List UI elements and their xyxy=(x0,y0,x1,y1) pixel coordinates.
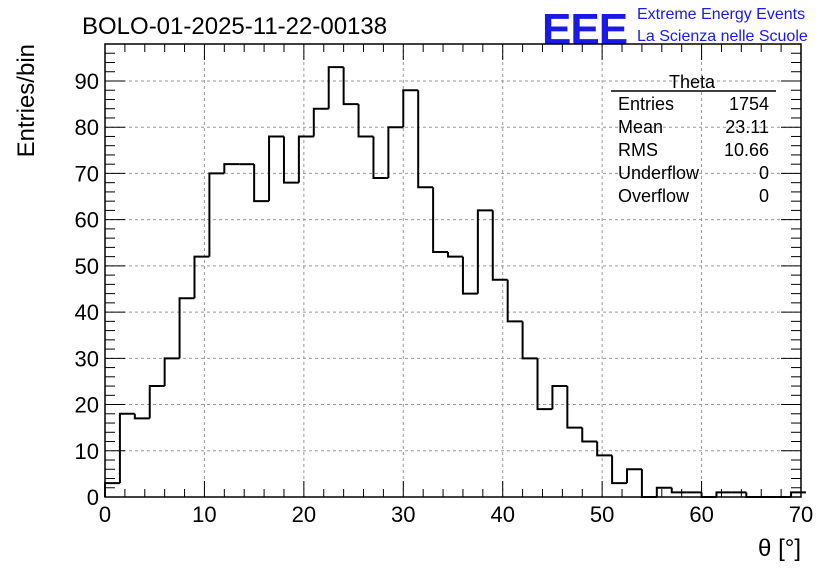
plot-frame xyxy=(104,43,802,498)
y-tick-labels: 0 10 20 30 40 50 60 70 80 90 xyxy=(75,69,99,510)
histogram-bin-11 xyxy=(268,135,284,202)
histogram-bin-7 xyxy=(208,172,225,257)
histogram-bin-18 xyxy=(372,136,389,180)
grid xyxy=(105,44,801,497)
x-tick-label-70: 70 xyxy=(789,502,813,527)
stats-row-label-1: Mean xyxy=(618,117,663,137)
y-tick-label-40: 40 xyxy=(75,300,99,325)
histogram-bin-34 xyxy=(611,455,627,485)
x-tick-label-40: 40 xyxy=(490,502,514,527)
histogram-bin-33 xyxy=(596,441,613,457)
x-tick-label-60: 60 xyxy=(689,502,713,527)
histogram-bin-22 xyxy=(432,187,449,254)
histogram-series xyxy=(104,66,806,498)
eee-logo: EEE Extreme Energy Events La Scienza nel… xyxy=(542,5,808,54)
histogram-bin-12 xyxy=(282,136,299,184)
histogram-bin-25 xyxy=(476,209,493,294)
histogram-bin-13 xyxy=(297,135,314,183)
histogram-bin-26 xyxy=(491,210,508,281)
histogram-bin-31 xyxy=(566,386,583,429)
stats-box-title: Theta xyxy=(669,72,716,92)
histogram-bin-3 xyxy=(148,385,165,419)
x-tick-label-20: 20 xyxy=(292,502,316,527)
logo-mark: EEE xyxy=(542,5,627,54)
stats-row-value-0: 1754 xyxy=(729,94,769,114)
y-tick-label-80: 80 xyxy=(75,115,99,140)
x-tick-label-30: 30 xyxy=(391,502,415,527)
y-tick-label-30: 30 xyxy=(75,346,99,371)
histogram-bin-20 xyxy=(402,89,419,128)
logo-line-1: Extreme Energy Events xyxy=(637,6,805,23)
x-tick-labels: 0 10 20 30 40 50 60 70 xyxy=(99,502,813,527)
stats-row-value-4: 0 xyxy=(759,186,769,206)
x-axis-label: θ [°] xyxy=(758,535,801,562)
stats-row-label-2: RMS xyxy=(618,140,658,160)
chart-title: BOLO-01-2025-11-22-00138 xyxy=(82,13,387,40)
y-tick-label-60: 60 xyxy=(75,208,99,233)
histogram-bin-36 xyxy=(640,469,657,498)
histogram-bin-35 xyxy=(626,468,642,484)
histogram-bin-8 xyxy=(223,163,240,174)
stats-row-label-3: Underflow xyxy=(618,163,700,183)
histogram-bin-5 xyxy=(178,297,195,359)
histogram-bin-4 xyxy=(163,357,180,387)
y-tick-label-0: 0 xyxy=(87,485,99,510)
x-tick-label-0: 0 xyxy=(99,502,111,527)
histogram-bin-14 xyxy=(312,107,329,137)
stats-row-value-2: 10.66 xyxy=(724,140,769,160)
histogram-bin-30 xyxy=(551,385,568,410)
histogram-bin-24 xyxy=(461,256,478,295)
axis-ticks xyxy=(104,43,802,498)
x-tick-label-50: 50 xyxy=(590,502,614,527)
plot-area-border xyxy=(104,43,802,498)
histogram-bin-0 xyxy=(104,482,120,497)
histogram-bin-1 xyxy=(118,412,135,484)
stats-rows: Entries 1754 Mean 23.11 RMS 10.66 Underflow 0 Ov… xyxy=(618,94,769,206)
histogram-bin-27 xyxy=(506,279,523,323)
stats-box: Theta Entries 1754 Mean 23.11 RMS 10.66 Underf… xyxy=(611,72,776,206)
histogram-bin-10 xyxy=(253,164,270,203)
histogram-bin-17 xyxy=(357,104,374,138)
histogram-bin-41 xyxy=(715,491,732,497)
histogram-bin-19 xyxy=(387,126,404,179)
stats-row-value-3: 0 xyxy=(759,163,769,183)
x-tick-label-10: 10 xyxy=(192,502,216,527)
stats-row-value-1: 23.11 xyxy=(725,117,769,137)
y-tick-label-10: 10 xyxy=(75,439,99,464)
histogram-bin-28 xyxy=(521,321,538,360)
histogram-bin-16 xyxy=(342,67,359,106)
stats-row-label-0: Entries xyxy=(618,94,674,114)
histogram-bin-38 xyxy=(670,487,687,494)
histogram-bin-37 xyxy=(655,486,672,497)
y-axis-label: Entries/bin xyxy=(13,44,40,157)
y-tick-label-70: 70 xyxy=(75,161,99,186)
histogram-bin-32 xyxy=(581,427,598,443)
stats-row-label-4: Overflow xyxy=(618,186,690,206)
y-tick-label-50: 50 xyxy=(75,254,99,279)
histogram-bin-29 xyxy=(536,358,553,411)
histogram-bin-21 xyxy=(417,90,434,189)
y-tick-label-90: 90 xyxy=(75,69,99,94)
histogram-bin-2 xyxy=(133,413,150,420)
histogram-bin-15 xyxy=(327,66,344,109)
logo-line-2: La Scienza nelle Scuole xyxy=(637,28,808,45)
histogram-bin-23 xyxy=(447,252,463,258)
histogram-bin-6 xyxy=(193,255,210,299)
y-tick-label-20: 20 xyxy=(75,393,99,418)
